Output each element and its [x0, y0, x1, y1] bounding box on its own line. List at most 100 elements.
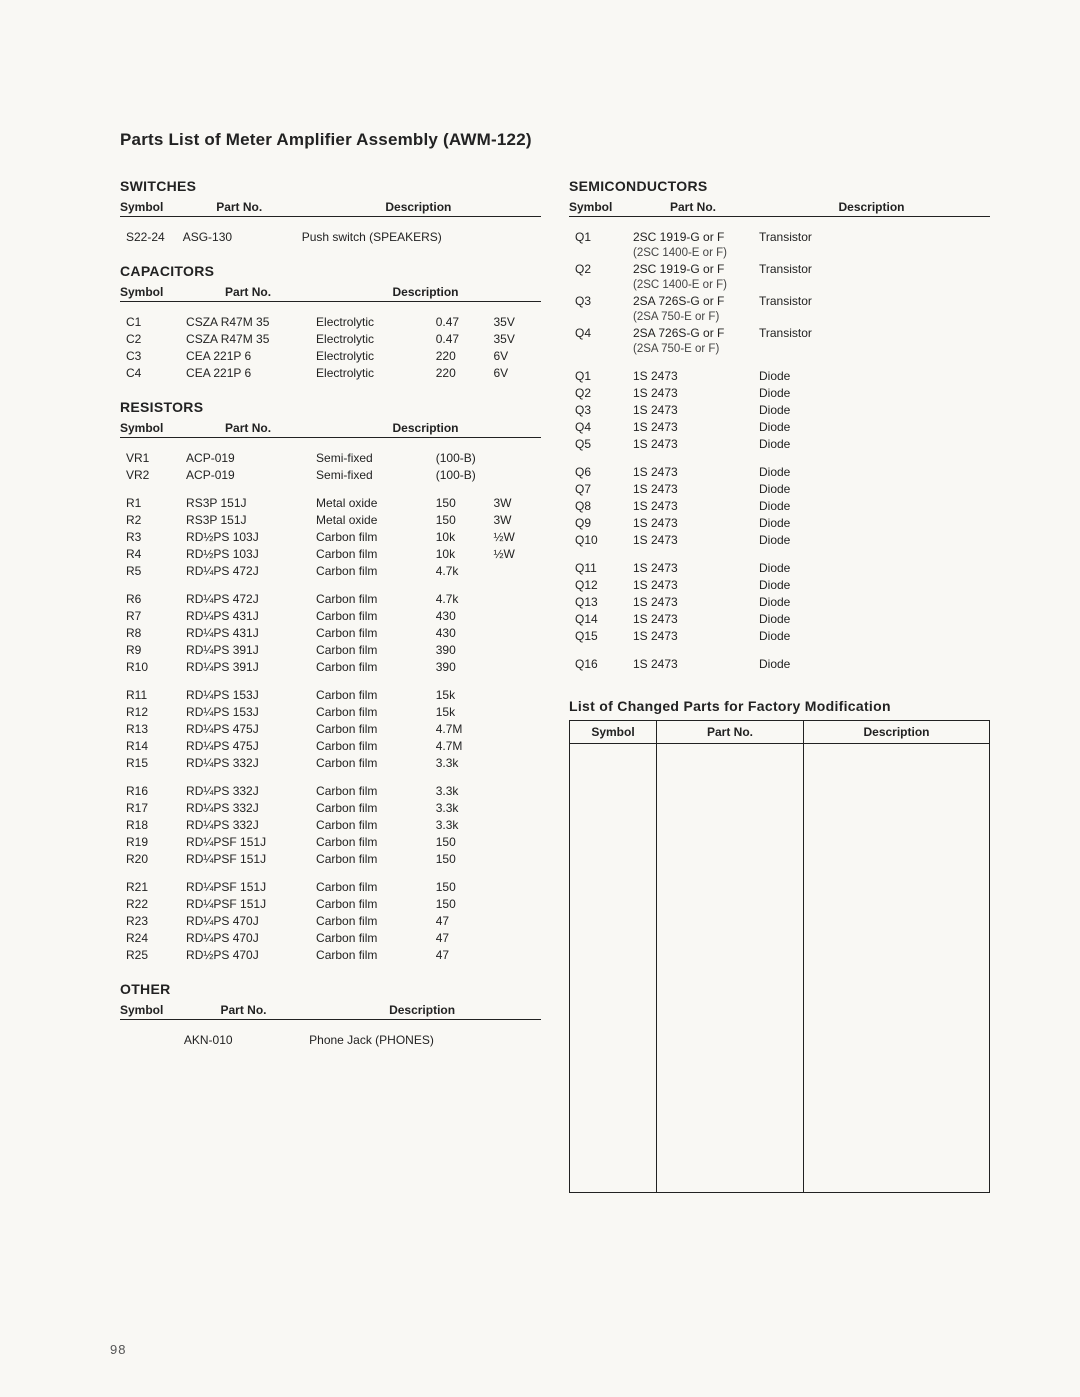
symbol-cell: R18 [120, 816, 186, 833]
symbol-cell: R16 [120, 782, 186, 799]
symbol-cell: Q16 [569, 655, 633, 672]
table-row-alt: (2SA 750-E or F) [569, 341, 990, 356]
empty-cell [804, 744, 990, 1193]
desc-cell: Diode [759, 480, 990, 497]
changed-parts-heading: List of Changed Parts for Factory Modifi… [569, 698, 990, 714]
desc-cell [494, 720, 542, 737]
partno-cell: 1S 2473 [633, 514, 759, 531]
symbol-cell: Q13 [569, 593, 633, 610]
symbol-cell: R24 [120, 929, 186, 946]
other-heading: OTHER [120, 981, 541, 997]
partno-cell: CSZA R47M 35 [186, 313, 316, 330]
desc-cell: 220 [436, 364, 494, 381]
symbol-cell: Q2 [569, 260, 633, 277]
table-row: R25RD½PS 470JCarbon film47 [120, 946, 541, 963]
desc-cell: Transistor [759, 324, 990, 341]
desc-cell [448, 228, 499, 245]
table-row: R1RS3P 151JMetal oxide1503W [120, 494, 541, 511]
partno-alt-cell: (2SC 1400-E or F) [633, 245, 759, 260]
desc-cell: Diode [759, 401, 990, 418]
desc-cell: Carbon film [316, 929, 436, 946]
col-symbol: Symbol [120, 1001, 184, 1020]
desc-cell: 47 [436, 912, 494, 929]
desc-cell: 47 [436, 946, 494, 963]
desc-cell: ½W [494, 528, 542, 545]
partno-cell: RD½PS 470J [186, 946, 316, 963]
other-table: Symbol Part No. Description AKN-010Phone… [120, 1001, 541, 1048]
desc-cell: Carbon film [316, 782, 436, 799]
desc-cell: 10k [436, 528, 494, 545]
table-row: R12RD¼PS 153JCarbon film15k [120, 703, 541, 720]
partno-cell: RD¼PS 470J [186, 929, 316, 946]
table-row: R19RD¼PSF 151JCarbon film150 [120, 833, 541, 850]
desc-cell: Carbon film [316, 816, 436, 833]
desc-cell: Metal oxide [316, 511, 436, 528]
desc-cell: Carbon film [316, 607, 436, 624]
symbol-cell: Q15 [569, 627, 633, 644]
semiconductors-heading: SEMICONDUCTORS [569, 178, 990, 194]
desc-cell: Carbon film [316, 833, 436, 850]
symbol-cell: Q2 [569, 384, 633, 401]
symbol-cell: R15 [120, 754, 186, 771]
symbol-cell: Q4 [569, 324, 633, 341]
partno-cell: 1S 2473 [633, 435, 759, 452]
desc-cell: Carbon film [316, 528, 436, 545]
desc-cell: Diode [759, 463, 990, 480]
desc-cell [759, 277, 990, 292]
spacer-row [569, 644, 990, 655]
desc-cell: 150 [436, 511, 494, 528]
desc-cell: 0.47 [436, 313, 494, 330]
partno-cell: RD¼PS 153J [186, 686, 316, 703]
resistors-table: Symbol Part No. Description VR1ACP-019Se… [120, 419, 541, 963]
desc-cell: Carbon film [316, 641, 436, 658]
desc-cell [440, 1031, 496, 1048]
desc-cell: (100-B) [436, 449, 494, 466]
table-row: Q41S 2473Diode [569, 418, 990, 435]
partno-cell: 1S 2473 [633, 367, 759, 384]
left-column: SWITCHES Symbol Part No. Description S22… [120, 178, 541, 1193]
col-symbol: Symbol [120, 198, 183, 217]
spacer-row [120, 579, 541, 590]
desc-cell: 6V [494, 347, 542, 364]
desc-cell [494, 466, 542, 483]
desc-cell [494, 912, 542, 929]
partno-cell: 1S 2473 [633, 593, 759, 610]
desc-cell: 150 [436, 878, 494, 895]
desc-cell: Diode [759, 367, 990, 384]
symbol-cell: Q3 [569, 292, 633, 309]
partno-cell: 2SA 726S-G or F [633, 292, 759, 309]
table-row: Q141S 2473Diode [569, 610, 990, 627]
desc-cell [499, 228, 541, 245]
empty-cell [657, 744, 804, 1193]
symbol-cell: R12 [120, 703, 186, 720]
empty-cell [570, 744, 657, 1193]
desc-cell: Electrolytic [316, 347, 436, 364]
symbol-cell: R21 [120, 878, 186, 895]
desc-cell: Transistor [759, 228, 990, 245]
desc-cell: Diode [759, 514, 990, 531]
table-row: AKN-010Phone Jack (PHONES) [120, 1031, 541, 1048]
desc-cell: 3.3k [436, 816, 494, 833]
desc-cell [494, 799, 542, 816]
partno-cell: 1S 2473 [633, 480, 759, 497]
desc-cell [494, 782, 542, 799]
desc-cell: Carbon film [316, 686, 436, 703]
desc-cell: Carbon film [316, 912, 436, 929]
spacer-row [569, 356, 990, 367]
col-symbol: Symbol [120, 283, 186, 302]
col-partno: Part No. [633, 198, 759, 217]
desc-cell: 4.7k [436, 562, 494, 579]
partno-cell: 1S 2473 [633, 418, 759, 435]
table-row: Q151S 2473Diode [569, 627, 990, 644]
desc-cell: 3.3k [436, 782, 494, 799]
desc-cell [494, 895, 542, 912]
desc-cell: 6V [494, 364, 542, 381]
symbol-cell [569, 245, 633, 260]
spacer-row [120, 675, 541, 686]
symbol-cell: R10 [120, 658, 186, 675]
desc-cell: 4.7M [436, 737, 494, 754]
desc-cell [494, 658, 542, 675]
table-row: R11RD¼PS 153JCarbon film15k [120, 686, 541, 703]
table-row: R6RD¼PS 472JCarbon film4.7k [120, 590, 541, 607]
desc-cell: Diode [759, 497, 990, 514]
